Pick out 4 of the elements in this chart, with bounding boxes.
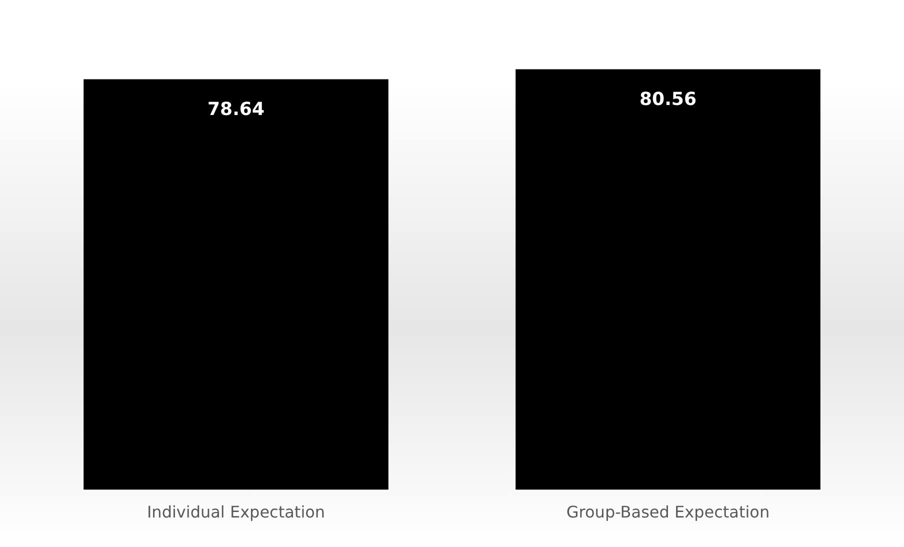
x-tick-label: Group-Based Expectation [566,502,770,522]
data-label: 80.56 [640,88,696,110]
x-tick-label: Individual Expectation [146,502,326,522]
data-label: 78.64 [208,98,264,120]
